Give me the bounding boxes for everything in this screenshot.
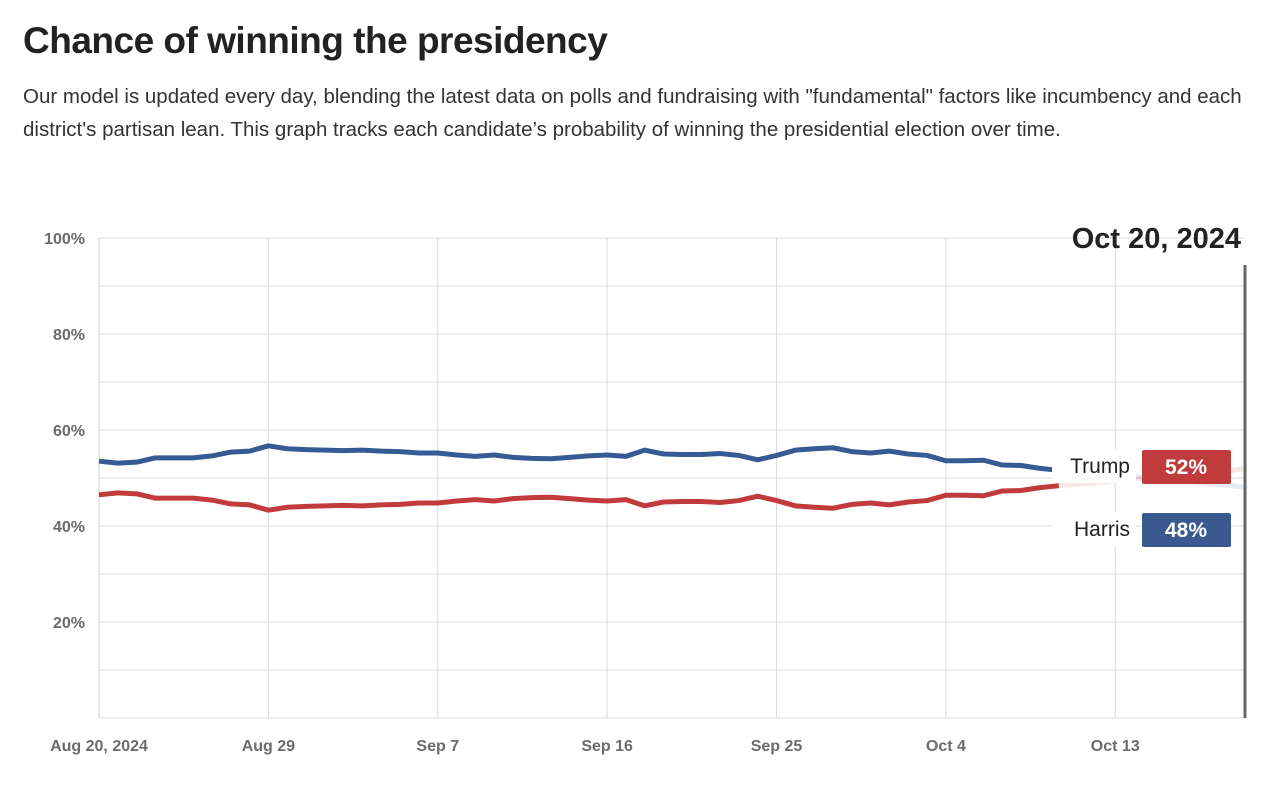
chart-description: Our model is updated every day, blending… [23, 85, 1242, 141]
y-tick-label: 20% [53, 615, 85, 632]
probability-value-harris: 48% [1165, 519, 1207, 542]
x-tick-label: Sep 25 [751, 738, 803, 755]
series-line-harris[interactable] [98, 443, 1060, 473]
series-line-trump[interactable] [98, 483, 1060, 513]
selected-date-label: Oct 20, 2024 [1072, 223, 1241, 255]
y-tick-label: 40% [53, 519, 85, 536]
y-tick-label: 60% [53, 423, 85, 440]
probability-badge-trump [1142, 450, 1231, 484]
x-tick-label: Aug 20, 2024 [50, 738, 148, 755]
x-tick-label: Oct 13 [1091, 738, 1140, 755]
y-tick-label: 80% [53, 327, 85, 344]
page-title: Chance of winning the presidency [23, 20, 608, 61]
x-tick-label: Sep 16 [581, 738, 633, 755]
x-tick-label: Sep 7 [416, 738, 459, 755]
candidate-label-bg [1052, 449, 1136, 483]
candidate-label-bg [1052, 512, 1136, 546]
probability-badge-harris [1142, 513, 1231, 547]
x-tick-label: Aug 29 [242, 738, 295, 755]
y-tick-label: 100% [44, 231, 85, 248]
candidate-name-trump: Trump [1070, 455, 1130, 478]
x-tick-label: Oct 4 [926, 738, 966, 755]
probability-value-trump: 52% [1165, 456, 1207, 479]
candidate-name-harris: Harris [1074, 518, 1130, 541]
